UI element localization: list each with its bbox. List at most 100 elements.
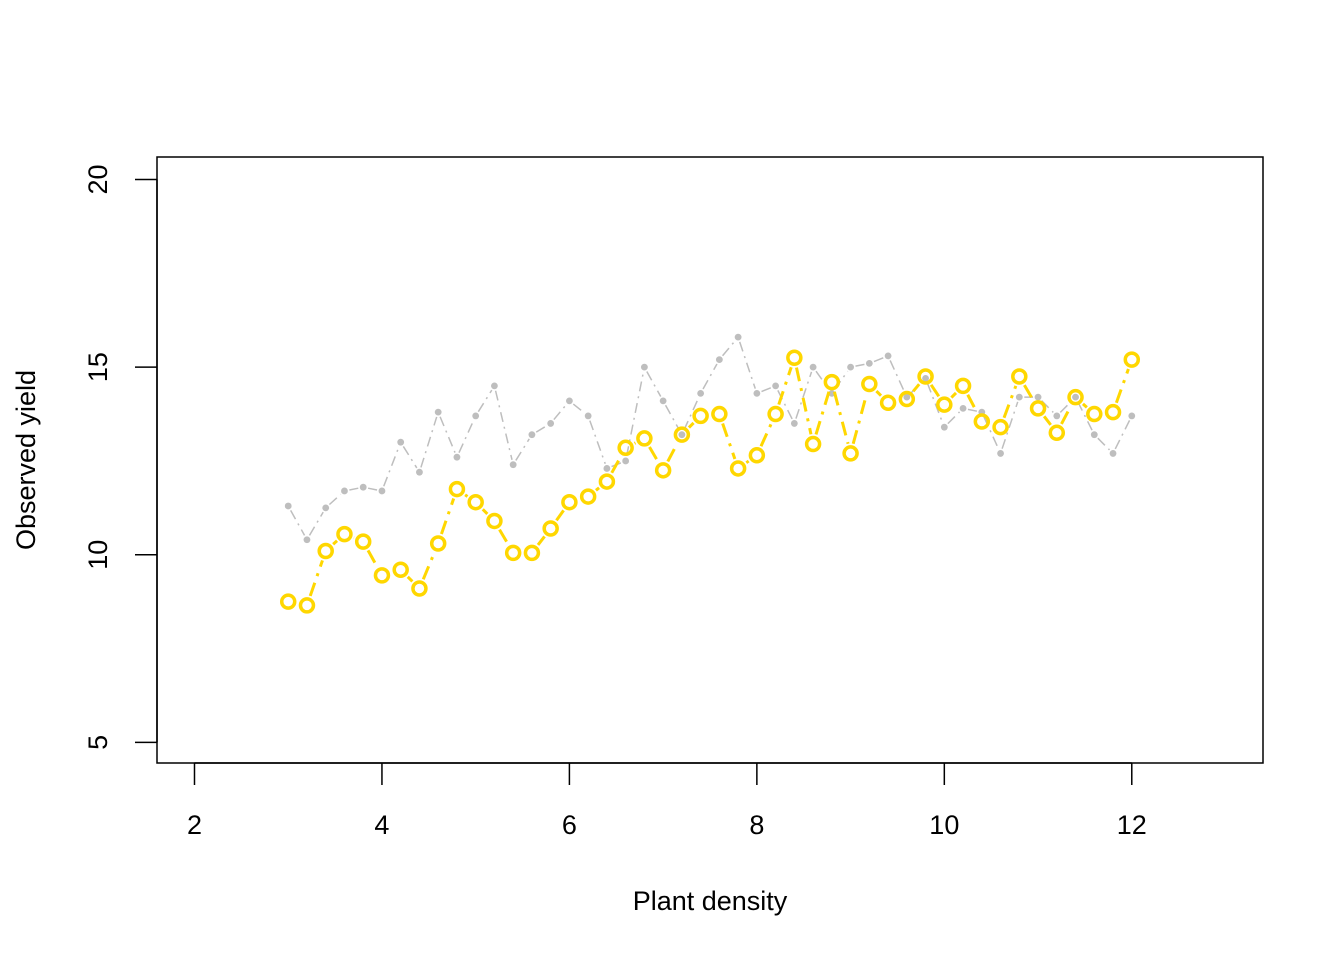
series-1-segment — [761, 387, 772, 393]
x-axis: 2 4 6 8 10 12 — [187, 762, 1147, 840]
series-2-segment — [421, 552, 436, 580]
series-1-segment — [683, 397, 700, 431]
series-1-point — [491, 382, 498, 390]
series-2-point — [1011, 368, 1028, 385]
series-1-point — [1034, 393, 1042, 401]
series-2-point — [692, 407, 709, 425]
series-1-point — [472, 412, 480, 420]
series-1-point — [734, 333, 742, 341]
series-1-segment — [515, 438, 530, 461]
series-2-point — [467, 493, 484, 511]
series-1-point — [303, 536, 311, 544]
series-2-segment — [795, 367, 813, 435]
series-2-segment — [929, 384, 941, 398]
series-1-point — [940, 423, 948, 431]
series-1-segment — [926, 382, 944, 423]
series-2-segment — [759, 422, 773, 447]
series-1-segment — [439, 416, 456, 453]
series-layer — [279, 333, 1141, 614]
series-1-segment — [777, 390, 793, 420]
series-2-point — [879, 394, 897, 412]
y-axis-label: Observed yield — [11, 370, 41, 550]
series-2-segment — [687, 421, 695, 429]
series-2-point — [711, 405, 728, 423]
series-2-point — [992, 418, 1009, 436]
series-1-point — [1053, 412, 1061, 420]
series-2-segment — [721, 423, 737, 460]
series-2-point — [786, 349, 803, 366]
series-2-point — [486, 512, 503, 530]
series-2-segment — [366, 549, 379, 568]
series-1-segment — [535, 425, 547, 433]
series-1-point — [284, 502, 292, 510]
y-tick-label: 20 — [83, 164, 113, 194]
series-2-point — [448, 480, 466, 498]
series-1-point — [678, 431, 686, 439]
series-2-point — [1067, 388, 1084, 406]
x-tick-label: 12 — [1117, 810, 1147, 840]
series-2-segment — [610, 455, 623, 474]
series-2 — [279, 349, 1141, 614]
series-1-point — [397, 438, 405, 446]
series-2-point — [354, 533, 372, 550]
series-2-segment — [666, 442, 679, 463]
x-tick-label: 8 — [749, 810, 764, 840]
series-2-segment — [1060, 405, 1073, 425]
series-1-point — [772, 382, 780, 390]
series-1-point — [359, 483, 367, 491]
series-2-point — [842, 445, 859, 462]
series-1-segment — [553, 404, 567, 421]
series-1-point — [584, 412, 592, 420]
series-1-segment — [367, 487, 378, 491]
series-2-point — [1086, 405, 1103, 423]
series-2-point — [279, 593, 297, 610]
series-2-segment — [536, 535, 546, 546]
series-2-point — [561, 493, 578, 511]
series-1-segment — [967, 408, 978, 412]
series-1-segment — [721, 340, 736, 357]
series-2-point — [1048, 424, 1066, 442]
series-1-point — [828, 389, 836, 397]
series-1-point — [416, 468, 423, 476]
series-2-point — [936, 396, 953, 413]
series-2-segment — [648, 446, 660, 463]
series-1-segment — [458, 420, 475, 453]
series-1-point — [922, 374, 929, 382]
series-1-segment — [289, 509, 306, 536]
series-1-segment — [572, 403, 585, 414]
series-1-segment — [702, 363, 718, 390]
series-1-segment — [983, 416, 1000, 450]
series-2-segment — [332, 539, 339, 546]
x-tick-label: 10 — [929, 810, 959, 840]
series-1-segment — [494, 390, 513, 460]
series-2-segment — [912, 383, 921, 393]
series-2-segment — [555, 509, 565, 522]
series-2-segment — [1002, 385, 1018, 419]
series-1-point — [1109, 450, 1117, 457]
series-1-point — [528, 431, 536, 439]
series-2-point — [1029, 400, 1047, 417]
series-1-point — [434, 408, 442, 416]
series-1-point — [603, 465, 611, 472]
series-2-point — [917, 368, 934, 385]
series-1-point — [453, 453, 461, 461]
series-2-point — [804, 435, 822, 453]
series-1-segment — [589, 420, 606, 464]
series-2-point — [298, 597, 316, 614]
series-1-segment — [477, 389, 493, 413]
series-2-segment — [745, 459, 750, 464]
series-2-segment — [777, 366, 793, 406]
series-1-segment — [795, 371, 813, 419]
series-2-point — [636, 430, 653, 447]
series-1-point — [622, 457, 630, 465]
series-2-point — [542, 520, 559, 537]
series-1-segment — [646, 371, 662, 397]
series-1-point — [959, 405, 967, 412]
series-2-point — [336, 525, 353, 543]
series-2-segment — [1042, 415, 1052, 426]
series-2-segment — [481, 508, 489, 515]
series-2-point — [898, 390, 916, 408]
series-1-point — [1128, 412, 1136, 420]
